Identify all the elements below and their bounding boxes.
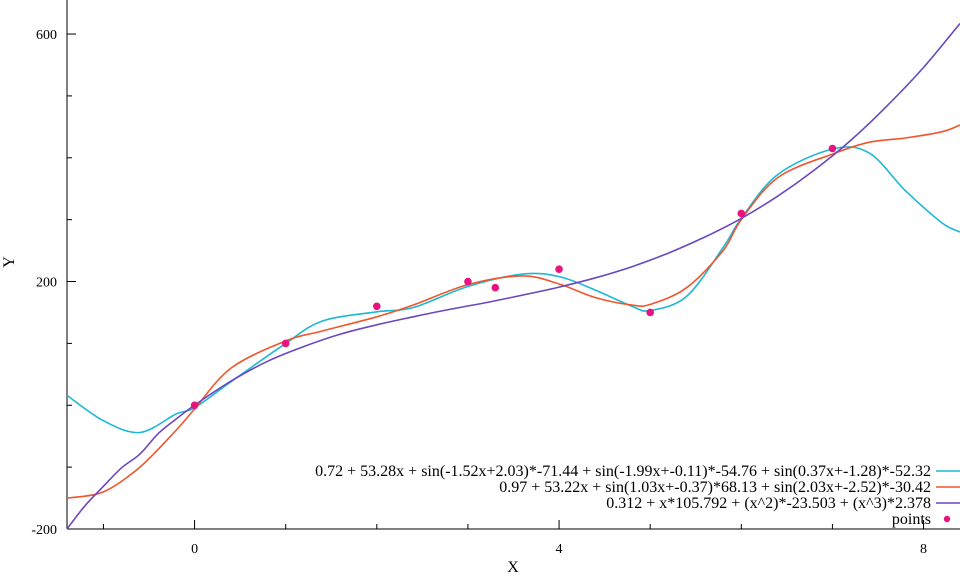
x-tick-label: 0	[191, 542, 198, 557]
y-tick-label: 200	[36, 276, 57, 291]
data-point	[737, 209, 746, 218]
y-tick-label: -200	[31, 523, 57, 538]
data-point	[828, 144, 837, 153]
legend-label-2: 0.97 + 53.22x + sin(1.03x+-0.37)*68.13 +…	[499, 479, 931, 496]
legend-swatch-points	[943, 515, 951, 523]
x-tick-label: 4	[556, 542, 563, 557]
legend: 0.72 + 53.28x + sin(-1.52x+2.03)*-71.44 …	[315, 463, 960, 528]
legend-label-4: points	[892, 511, 931, 528]
x-tick-label: 8	[920, 542, 927, 557]
legend-label-1: 0.72 + 53.28x + sin(-1.52x+2.03)*-71.44 …	[315, 463, 931, 480]
axes: 0 4 8 -200 200 600	[31, 0, 960, 557]
y-tick-label: 600	[36, 28, 57, 43]
series-line-1	[66, 146, 960, 434]
data-point	[190, 401, 199, 410]
data-point	[646, 308, 654, 317]
series-line-2	[66, 124, 960, 499]
data-point	[281, 339, 290, 348]
y-axis-title: Y	[1, 256, 18, 268]
data-point	[464, 277, 472, 286]
series-line-3	[66, 22, 960, 530]
data-point	[373, 302, 381, 311]
data-point	[555, 265, 563, 273]
legend-label-3: 0.312 + x*105.792 + (x^2)*-23.503 + (x^3…	[606, 495, 931, 512]
data-point	[491, 283, 500, 292]
x-axis-title: X	[507, 559, 519, 576]
series-layer	[66, 22, 960, 530]
